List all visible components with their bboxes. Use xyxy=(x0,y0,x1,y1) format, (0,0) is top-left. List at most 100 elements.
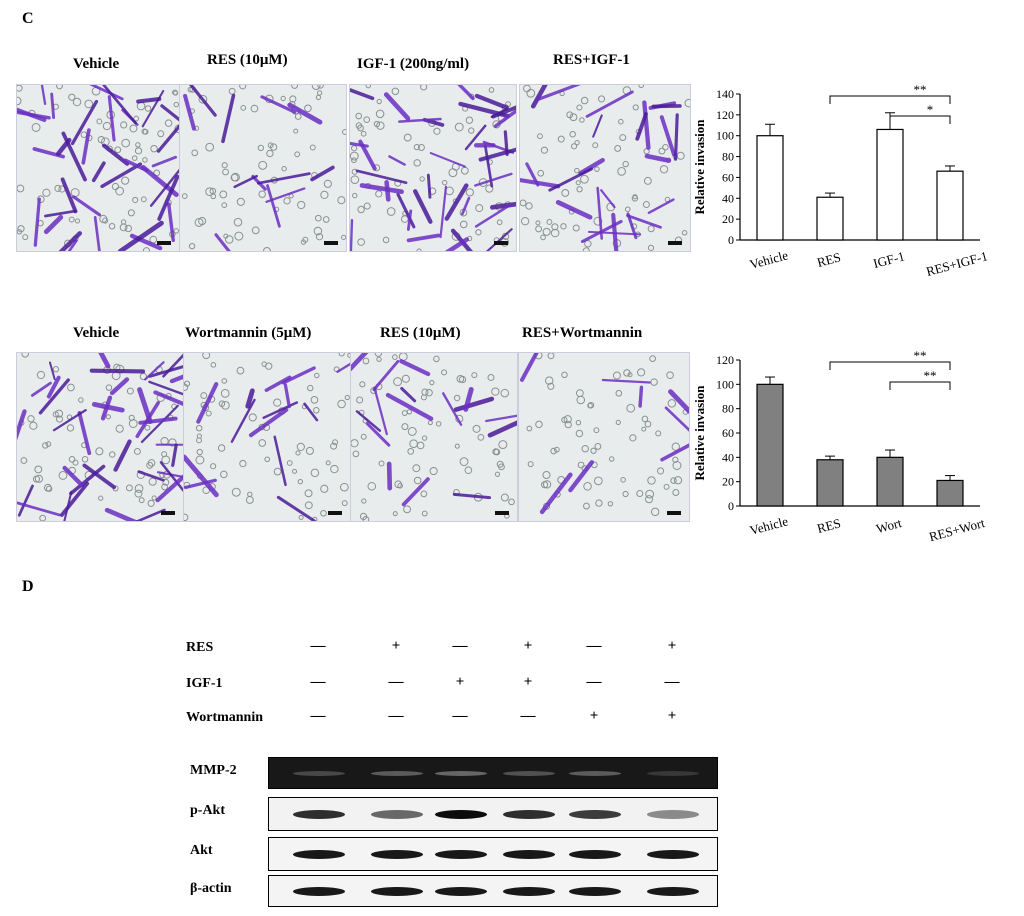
blot-band xyxy=(503,809,555,819)
chart1-category-label-2: RES xyxy=(815,249,842,270)
chart2-bar-3 xyxy=(876,456,904,507)
treatment-sign: + xyxy=(667,708,677,724)
blot-band xyxy=(293,770,345,776)
blot-band xyxy=(569,770,621,776)
chart2-ytick-label: 0 xyxy=(728,499,734,513)
row2-title-res: RES (10μM) xyxy=(380,325,461,341)
chart1-ytick-label: 140 xyxy=(716,87,734,101)
chart2-ylabel: Relative invasion xyxy=(692,385,707,481)
micrograph-row2-res-wortmannin xyxy=(518,352,690,522)
chart1-ytick-label: 40 xyxy=(722,191,734,205)
blot-band xyxy=(647,809,699,819)
chart1-ylabel: Relative invasion xyxy=(692,119,707,215)
chart2-significance-bracket-2 xyxy=(889,381,951,390)
treatment-sign: — xyxy=(388,708,404,724)
micrograph-row1-vehicle xyxy=(16,84,180,252)
chart2-bar-4 xyxy=(936,479,964,507)
blot-band xyxy=(569,849,621,859)
blot-band xyxy=(293,849,345,859)
row2-title-res-wortmannin: RES+Wortmannin xyxy=(522,325,643,341)
blot-strip-4 xyxy=(268,875,718,907)
treatment-label-wortmannin: Wortmannin xyxy=(186,710,264,725)
chart2-significance-label-2: ** xyxy=(924,368,937,383)
treatment-sign: + xyxy=(667,638,677,654)
treatment-label-igf-1: IGF-1 xyxy=(186,676,223,691)
treatment-sign: — xyxy=(310,674,326,690)
blot-label: Akt xyxy=(190,843,213,858)
micrograph-row1-res xyxy=(179,84,347,252)
blot-band xyxy=(503,770,555,776)
chart2-bar-1 xyxy=(756,383,784,507)
chart1-bar-2 xyxy=(816,196,844,241)
chart1-significance-bracket-2 xyxy=(889,115,951,124)
blot-band xyxy=(371,886,423,896)
blot-band xyxy=(435,849,487,859)
blot-strip-3 xyxy=(268,837,718,871)
treatment-sign: — xyxy=(452,638,468,654)
blot-label: MMP-2 xyxy=(190,763,237,778)
row1-title-res: RES (10μM) xyxy=(207,52,288,68)
chart1-ytick-label: 60 xyxy=(722,170,734,184)
chart1-significance-label-2: * xyxy=(927,102,934,117)
chart1-bar-4 xyxy=(936,170,964,241)
blot-band xyxy=(293,886,345,896)
micrograph-row2-res xyxy=(350,352,518,522)
chart2-ytick-label: 40 xyxy=(722,450,734,464)
blot-band xyxy=(435,886,487,896)
bar-chart-row1: Relative invasion 0 20 40 60 80 100 120 140 Vehic… xyxy=(692,82,989,279)
micrograph-row2-wortmannin xyxy=(183,352,351,522)
treatment-sign: + xyxy=(589,708,599,724)
micrograph-row2-vehicle xyxy=(16,352,184,522)
blot-band xyxy=(647,849,699,859)
bar-chart-row2: Relative invasion 0 20 40 60 80 100 120 Vehicle R… xyxy=(692,348,987,544)
row1-title-igf1: IGF-1 (200ng/ml) xyxy=(357,56,470,72)
chart2-ytick-label: 100 xyxy=(716,377,734,391)
chart1-bar-1 xyxy=(756,135,784,241)
treatment-label-res: RES xyxy=(186,640,214,655)
chart1-bar-3 xyxy=(876,128,904,241)
chart2-category-label-2: RES xyxy=(815,515,842,536)
treatment-sign: — xyxy=(664,674,680,690)
chart2-category-label-3: Wort xyxy=(874,515,903,536)
blot-band xyxy=(435,809,487,819)
row2-title-vehicle: Vehicle xyxy=(73,325,120,341)
treatment-sign: — xyxy=(586,674,602,690)
panel-c-letter: C xyxy=(22,10,34,27)
chart2-significance-bracket-1 xyxy=(829,361,951,370)
chart1-ytick-label: 20 xyxy=(722,212,734,226)
row2-title-wortmannin: Wortmannin (5μM) xyxy=(185,325,312,341)
blot-band xyxy=(435,770,487,776)
treatment-sign: — xyxy=(520,708,536,724)
blot-band xyxy=(371,770,423,776)
row1-title-res-igf1: RES+IGF-1 xyxy=(553,52,630,68)
treatment-sign: — xyxy=(310,708,326,724)
chart1-ytick-label: 0 xyxy=(728,233,734,247)
blot-band xyxy=(503,849,555,859)
treatment-sign: + xyxy=(523,674,533,690)
chart2-ytick-label: 120 xyxy=(716,353,734,367)
chart1-category-label-3: IGF-1 xyxy=(872,248,907,271)
treatment-sign: — xyxy=(388,674,404,690)
chart1-significance-bracket-1 xyxy=(829,95,951,104)
row1-title-vehicle: Vehicle xyxy=(73,56,120,72)
chart2-ytick-label: 20 xyxy=(722,475,734,489)
panel-d-letter: D xyxy=(22,578,34,595)
blot-band xyxy=(293,809,345,819)
blot-band xyxy=(503,886,555,896)
chart2-bar-2 xyxy=(816,459,844,507)
blot-band xyxy=(647,770,699,776)
treatment-sign: — xyxy=(310,638,326,654)
blot-band xyxy=(371,809,423,819)
chart2-ytick-label: 80 xyxy=(722,402,734,416)
blot-band xyxy=(371,849,423,859)
chart2-category-label-1: Vehicle xyxy=(748,513,790,538)
micrograph-row1-igf1 xyxy=(349,84,517,252)
chart2-category-label-4: RES+Wort xyxy=(927,515,986,544)
blot-label: β-actin xyxy=(190,881,232,896)
chart1-category-label-1: Vehicle xyxy=(748,247,790,272)
chart2-significance-label-1: ** xyxy=(914,348,927,363)
micrograph-row1-res-igf1 xyxy=(519,84,691,252)
blot-strip-2 xyxy=(268,797,718,831)
blot-band xyxy=(569,809,621,819)
treatment-sign: — xyxy=(586,638,602,654)
